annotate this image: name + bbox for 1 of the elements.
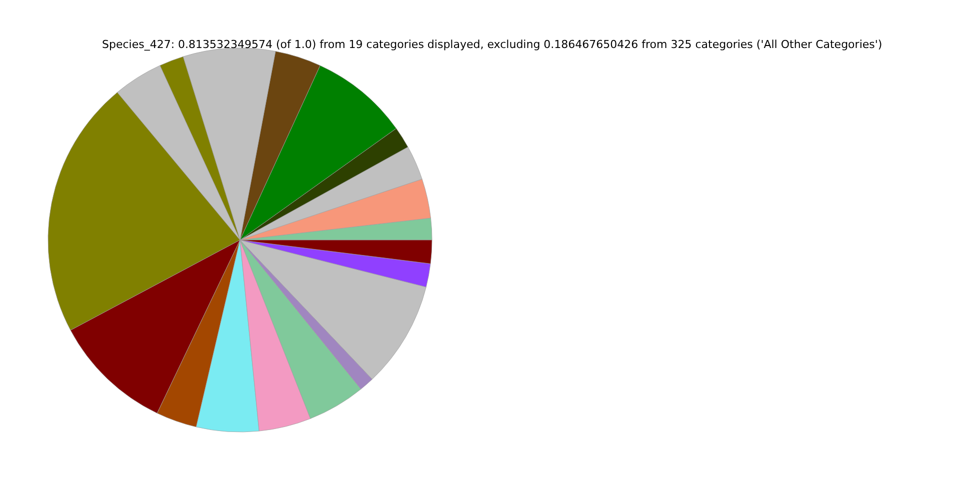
text: Species_427: 0.813532349574 (of 1.0) from 19 categories displayed, excluding 0.186467650426 from 325 categories ('All Other Categories') bbox=[102, 38, 882, 51]
